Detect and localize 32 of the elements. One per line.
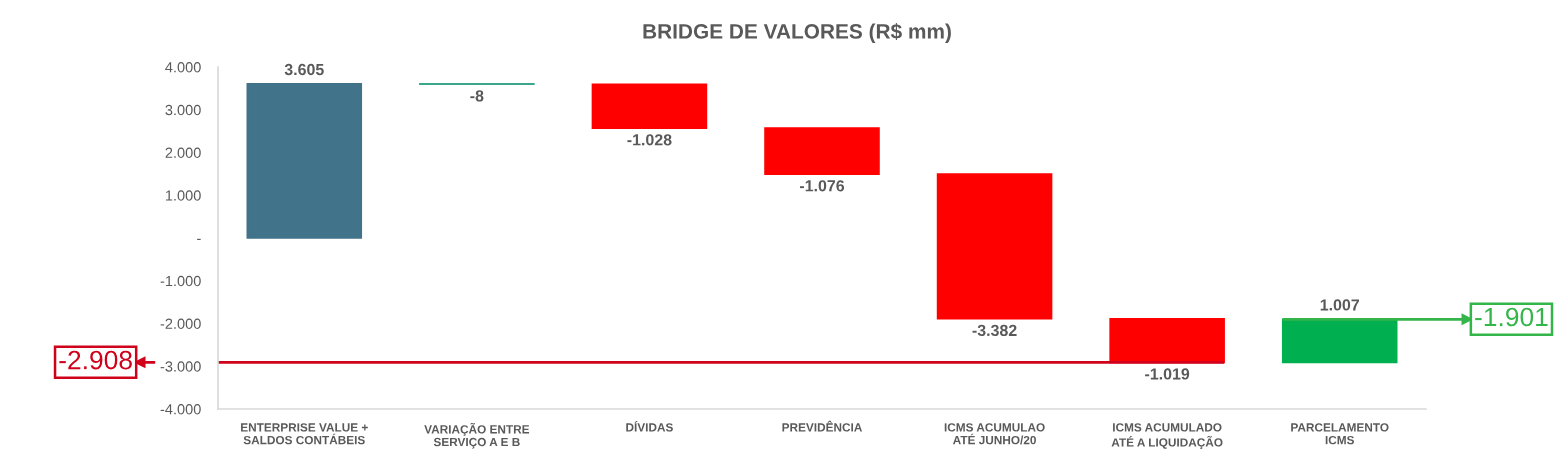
data-label: 1.007 [1320,299,1359,311]
bar [936,173,1053,320]
y-tick-label: 2.000 [165,147,201,158]
y-tick-label: 1.000 [165,190,201,201]
data-label: 3.605 [284,63,324,76]
ref-line-label: -2.908 [59,350,132,370]
data-label: -1.019 [1145,368,1190,380]
bar [1281,318,1398,364]
x-tick-label: ICMS ACUMULAO ATÉ JUNHO/20 [944,423,1045,445]
data-label: -1.028 [627,134,672,146]
y-tick-label: - [197,238,201,240]
x-tick-label: ICMS ACUMULADO ATÉ A LIQUIDAÇÃO [1111,423,1223,449]
x-tick-label: PREVIDÊNCIA [782,420,863,432]
x-tick-label: VARIAÇÃO ENTRE SERVIÇO A E B [424,422,530,449]
x-tick-label: DÍVIDAS [626,420,673,432]
chart-title: BRIDGE DE VALORES (R$ mm) [643,23,951,43]
x-tick-label: ENTERPRISE VALUE + SALDOS CONTÁBEIS [241,423,368,445]
data-label: -8 [470,90,484,102]
y-tick-label: -1.000 [160,275,201,287]
bar [764,127,880,176]
bar [591,83,708,130]
x-tick-label: PARCELAMENTO ICMS [1291,423,1389,445]
y-tick-label: -2.000 [160,318,201,329]
y-tick-label: -3.000 [160,361,201,372]
bar [246,83,363,239]
ref-line-label: -1.901 [1475,307,1548,327]
bar [1109,317,1225,364]
y-tick-label: 3.000 [165,104,201,116]
data-label: -1.076 [799,180,845,192]
data-label: -3.382 [972,324,1017,337]
y-tick-label: -4.000 [160,404,201,415]
y-tick-label: 4.000 [165,62,201,73]
